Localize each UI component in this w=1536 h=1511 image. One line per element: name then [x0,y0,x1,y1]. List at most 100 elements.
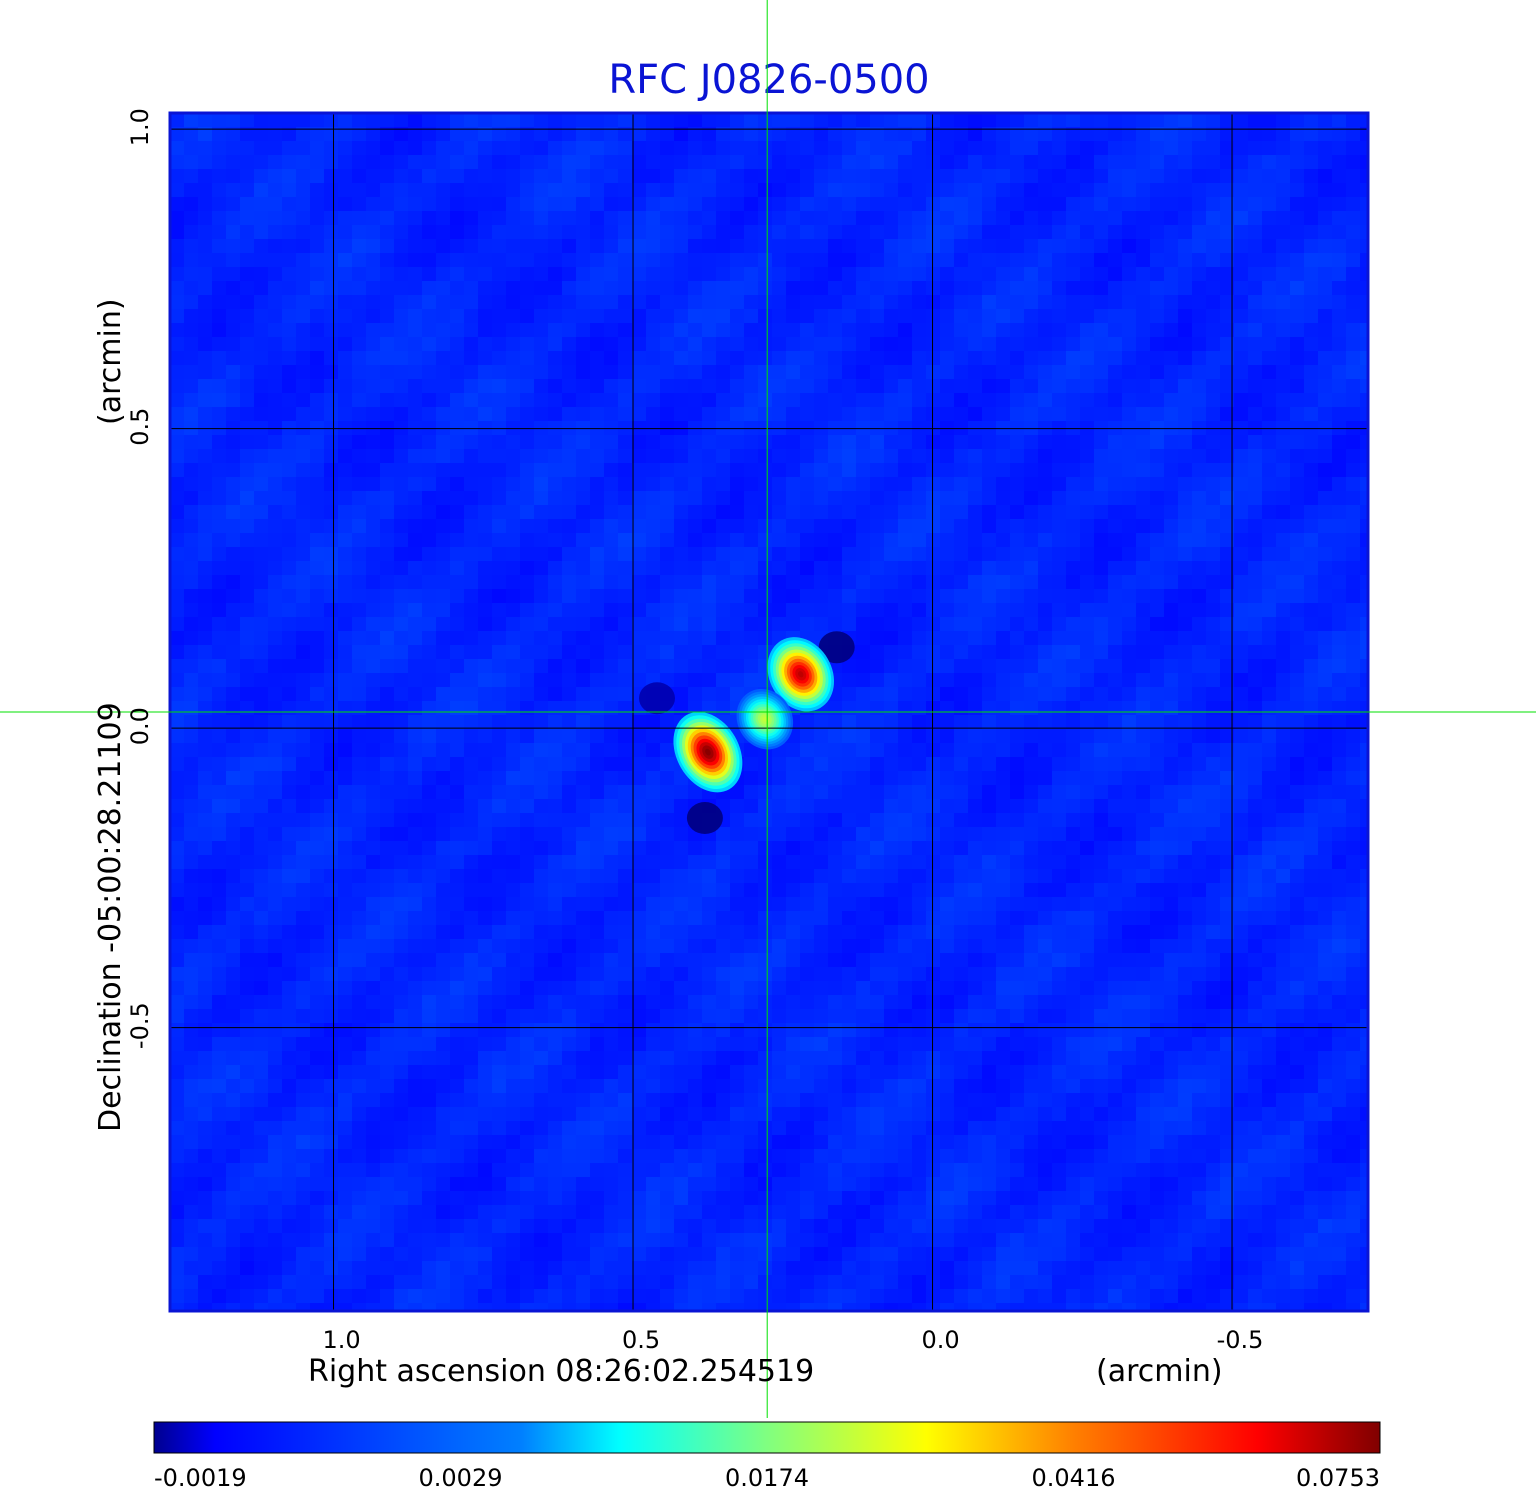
background-pixel [254,197,268,211]
background-pixel [240,421,254,435]
background-pixel [1010,449,1024,463]
background-pixel [996,435,1010,449]
background-pixel [1136,897,1150,911]
background-pixel [282,281,296,295]
background-pixel [562,169,576,183]
background-pixel [1010,897,1024,911]
background-pixel [604,477,618,491]
background-pixel [436,183,450,197]
background-pixel [1038,337,1052,351]
background-pixel [758,883,772,897]
background-pixel [338,505,352,519]
background-pixel [254,785,268,799]
background-pixel [1080,715,1094,729]
background-pixel [170,827,184,841]
background-pixel [422,561,436,575]
background-pixel [1262,785,1276,799]
background-pixel [870,449,884,463]
background-pixel [1276,113,1290,127]
background-pixel [1066,673,1080,687]
background-pixel [730,785,744,799]
background-pixel [1248,281,1262,295]
background-pixel [1304,393,1318,407]
background-pixel [688,295,702,309]
background-pixel [1276,197,1290,211]
background-pixel [632,561,646,575]
background-pixel [212,911,226,925]
background-pixel [1136,589,1150,603]
background-pixel [576,435,590,449]
background-pixel [730,295,744,309]
background-pixel [464,687,478,701]
background-pixel [268,351,282,365]
background-pixel [1136,309,1150,323]
background-pixel [170,505,184,519]
background-pixel [296,421,310,435]
background-pixel [184,715,198,729]
background-pixel [240,855,254,869]
background-pixel [506,519,520,533]
background-pixel [534,113,548,127]
background-pixel [1346,715,1360,729]
background-pixel [618,393,632,407]
background-pixel [506,911,520,925]
background-pixel [1122,505,1136,519]
background-pixel [436,729,450,743]
background-pixel [954,421,968,435]
background-pixel [450,491,464,505]
background-pixel [212,869,226,883]
background-pixel [828,897,842,911]
background-pixel [1038,547,1052,561]
background-pixel [996,393,1010,407]
background-pixel [520,379,534,393]
background-pixel [534,155,548,169]
background-texture [170,113,1368,1311]
background-pixel [1192,267,1206,281]
background-pixel [366,547,380,561]
background-pixel [534,785,548,799]
background-pixel [310,435,324,449]
background-pixel [520,729,534,743]
background-pixel [422,715,436,729]
background-pixel [1164,631,1178,645]
background-pixel [982,841,996,855]
background-pixel [198,631,212,645]
background-pixel [296,855,310,869]
background-pixel [604,169,618,183]
background-pixel [1136,729,1150,743]
background-pixel [576,463,590,477]
background-pixel [702,421,716,435]
background-pixel [1164,127,1178,141]
background-pixel [1066,113,1080,127]
background-pixel [1276,127,1290,141]
background-pixel [632,617,646,631]
background-pixel [212,827,226,841]
background-pixel [170,533,184,547]
background-pixel [898,309,912,323]
background-pixel [464,645,478,659]
background-pixel [464,813,478,827]
background-pixel [1178,449,1192,463]
background-pixel [940,617,954,631]
background-pixel [198,491,212,505]
background-pixel [870,855,884,869]
background-pixel [282,757,296,771]
background-pixel [450,183,464,197]
background-pixel [1304,267,1318,281]
background-pixel [170,883,184,897]
background-pixel [1318,827,1332,841]
background-pixel [1010,407,1024,421]
background-pixel [702,561,716,575]
background-pixel [268,617,282,631]
background-pixel [268,827,282,841]
background-pixel [1178,267,1192,281]
background-pixel [1318,407,1332,421]
background-pixel [226,743,240,757]
background-pixel [688,855,702,869]
background-pixel [534,715,548,729]
background-pixel [702,659,716,673]
background-pixel [1094,757,1108,771]
background-pixel [870,673,884,687]
background-pixel [1332,841,1346,855]
